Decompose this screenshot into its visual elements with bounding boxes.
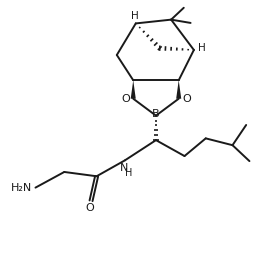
Text: H₂N: H₂N bbox=[10, 183, 32, 193]
Polygon shape bbox=[176, 80, 181, 99]
Text: H: H bbox=[131, 11, 139, 21]
Text: O: O bbox=[121, 94, 130, 104]
Text: O: O bbox=[182, 94, 191, 104]
Text: O: O bbox=[86, 203, 94, 213]
Polygon shape bbox=[131, 80, 136, 99]
Text: B: B bbox=[152, 109, 160, 119]
Text: H: H bbox=[197, 43, 205, 53]
Text: N: N bbox=[119, 163, 128, 173]
Text: H: H bbox=[125, 168, 132, 178]
